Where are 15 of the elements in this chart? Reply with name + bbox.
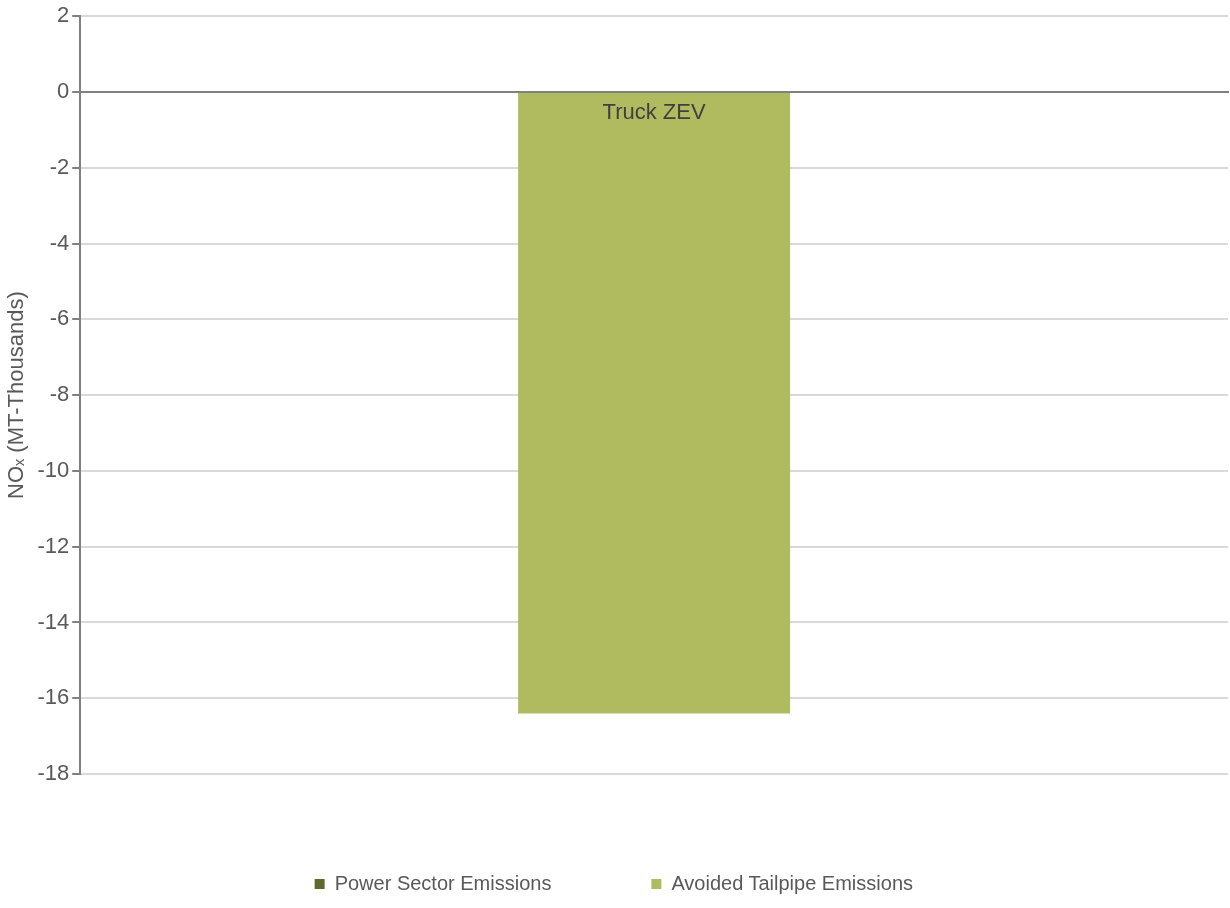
y-tick-label: -2 [49, 153, 70, 179]
legend-label: Avoided Tailpipe Emissions [671, 871, 913, 894]
y-axis-title: NOₓ (MT-Thousands) [3, 291, 29, 499]
y-tick-label: -10 [37, 456, 70, 482]
y-tick-label: -12 [37, 532, 70, 558]
y-tick-label: -4 [49, 229, 70, 255]
y-tick-label: 2 [56, 2, 70, 28]
y-tick-label: -8 [49, 381, 70, 407]
y-tick-label: -16 [37, 684, 70, 710]
y-tick-label: -14 [37, 608, 70, 634]
y-tick-label: -6 [49, 305, 70, 331]
x-tick-label: Truck ZEV [602, 99, 706, 125]
y-tick-label: -18 [37, 760, 70, 786]
legend-label: Power Sector Emissions [334, 871, 552, 894]
y-tick-label: 0 [56, 78, 70, 104]
